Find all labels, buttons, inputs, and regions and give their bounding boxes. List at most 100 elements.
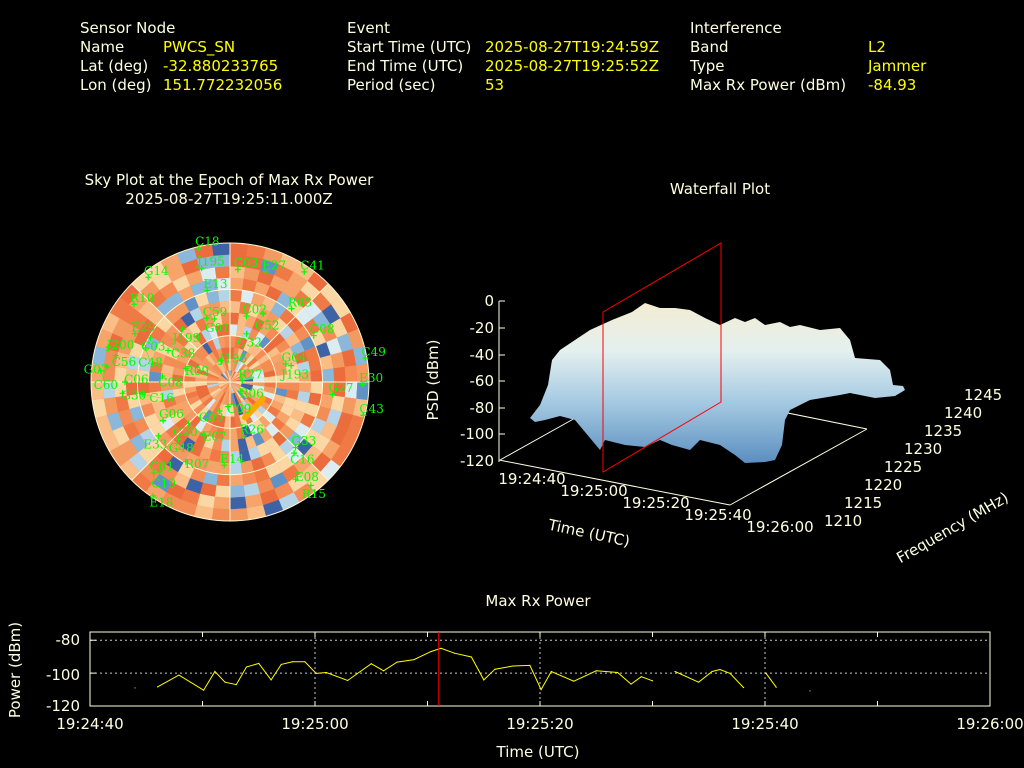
period-label: Period (sec) — [347, 76, 436, 94]
sky-cell — [199, 360, 212, 371]
sky-cell — [312, 434, 331, 453]
satellite-label: C32 — [237, 336, 261, 350]
sky-cell — [159, 464, 178, 483]
sky-cell — [234, 392, 242, 404]
satellite-marker — [198, 265, 205, 272]
power-point — [430, 651, 432, 653]
satellite-marker — [292, 444, 299, 451]
sky-cell — [221, 359, 227, 372]
sky-cell — [330, 426, 348, 446]
sky-cell — [230, 376, 241, 382]
satellite-C48: C48 — [138, 344, 163, 369]
power-line-segment — [157, 647, 653, 691]
sky-cell — [155, 408, 170, 423]
power-value: -84.93 — [868, 76, 917, 94]
waterfall-z-ticks — [499, 300, 505, 435]
sky-cell — [330, 395, 345, 412]
sky-cell — [225, 405, 230, 417]
sky-cell — [258, 414, 271, 428]
satellite-C19: C19 — [151, 469, 176, 491]
satellite-label: C60 — [94, 378, 118, 392]
satellite-marker — [185, 420, 192, 427]
sky-cell — [303, 300, 322, 319]
sky-cell — [215, 324, 224, 338]
sky-cell — [227, 393, 230, 406]
sky-cell — [230, 370, 235, 382]
sky-cell — [231, 393, 236, 405]
sky-cell — [230, 382, 242, 385]
sky-cell — [148, 290, 167, 309]
sky-cell — [109, 297, 129, 319]
z-tick: 0 — [484, 292, 494, 310]
satellite-marker — [288, 362, 295, 369]
z-tick: -20 — [470, 319, 495, 337]
satellite-marker — [234, 266, 241, 273]
sky-cell — [230, 382, 242, 387]
power-point — [134, 687, 136, 689]
satellite-label: G08 — [310, 322, 335, 336]
sky-cell — [222, 324, 230, 337]
sky-cell — [287, 316, 304, 333]
sky-cell — [211, 243, 230, 256]
sky-cell — [233, 347, 239, 360]
sky-cell — [234, 336, 242, 349]
sky-cell — [230, 335, 236, 348]
sky-cell — [187, 358, 200, 369]
end-value: 2025-08-27T19:25:52Z — [485, 57, 659, 75]
time-marker-plane — [602, 242, 722, 473]
sky-cell — [247, 328, 259, 342]
power-point — [512, 665, 514, 667]
sky-cell — [241, 376, 253, 381]
sky-cell — [145, 483, 167, 503]
sky-cell — [101, 312, 120, 334]
sky-cell — [174, 359, 188, 370]
satellite-J200: J200 — [105, 338, 135, 352]
lat-value: -32.880233765 — [163, 57, 279, 75]
sky-cell — [221, 347, 227, 360]
sky-cell — [274, 264, 294, 282]
sky-cell — [138, 392, 152, 406]
sky-cell — [237, 390, 247, 401]
freq-tick: 1240 — [944, 404, 982, 422]
sky-cell — [250, 364, 263, 374]
sky-cell — [242, 424, 253, 438]
satellite-marker — [243, 330, 250, 337]
power-point — [454, 652, 455, 654]
satellite-label: C38 — [171, 347, 195, 361]
sky-cell — [271, 417, 286, 432]
x-tick: 19:25:00 — [281, 715, 348, 733]
power-point — [494, 668, 496, 670]
freq-tick: 1235 — [924, 422, 962, 440]
sky-cell — [165, 324, 181, 340]
sky-cell — [207, 385, 220, 391]
satellite-marker — [203, 315, 210, 322]
satellite-marker — [147, 334, 154, 341]
sky-cell — [200, 267, 217, 282]
sky-cell — [320, 459, 341, 481]
sky-cell — [213, 254, 230, 268]
sky-cell — [185, 270, 203, 286]
sky-cell — [197, 406, 209, 419]
y-tick: -120 — [46, 697, 80, 715]
satellite-C56: C56 — [112, 352, 136, 369]
power-point — [157, 686, 158, 688]
satellite-marker — [362, 355, 369, 362]
satellite-marker — [221, 462, 228, 469]
sky-cell — [220, 312, 230, 325]
sky-cell — [172, 388, 186, 397]
sky-cell — [251, 388, 264, 396]
power-point — [674, 670, 676, 672]
sky-cell — [307, 271, 329, 292]
sky-cell — [287, 431, 304, 448]
sky-cell — [337, 412, 354, 431]
sky-cell — [285, 332, 301, 348]
band-label: Band — [690, 38, 729, 56]
sky-cell — [279, 424, 295, 440]
sky-cell — [189, 336, 202, 350]
sky-cell — [123, 324, 140, 343]
sky-cell — [347, 415, 365, 436]
satellite-G33: G33 — [291, 434, 316, 451]
sky-cell — [230, 379, 242, 382]
satellite-label: C09 — [227, 402, 251, 416]
sky-cell — [265, 326, 280, 341]
